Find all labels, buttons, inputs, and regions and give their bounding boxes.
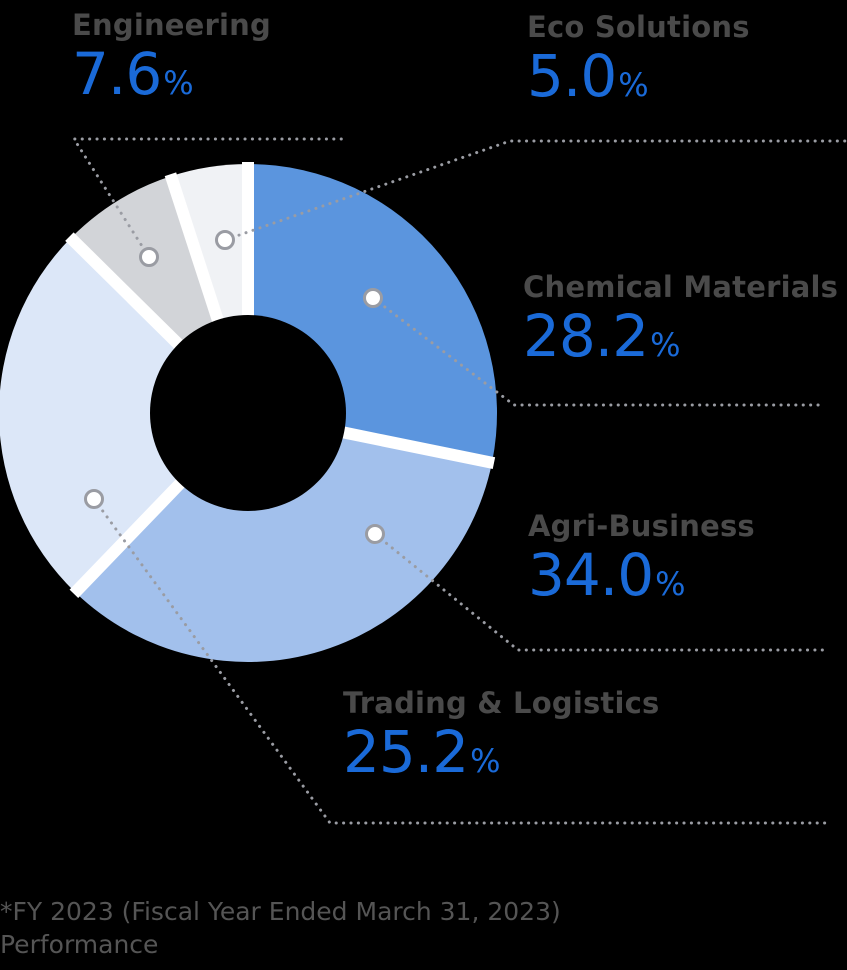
slice-agri-business [75,413,492,662]
leader-line-trading-logistics [92,497,830,825]
leader-line-agri-business [373,532,827,652]
label-engineering: Engineering 7.6% [72,8,271,115]
label-chemical-materials: Chemical Materials 28.2% [523,270,838,377]
slice-trading-logistics [0,238,248,593]
leader-line-engineering [71,137,344,259]
marker-trading-logistics [84,489,104,509]
footnote: *FY 2023 (Fiscal Year Ended March 31, 20… [0,895,720,961]
slice-separator [65,232,184,350]
segment-value: 5.0% [527,42,649,110]
slice-separator [340,426,496,470]
segment-value: 34.0% [528,541,686,609]
marker-agri-business [365,524,385,544]
segment-name: Eco Solutions [527,10,750,44]
segment-name: Trading & Logistics [343,686,660,720]
leader-line-eco-solutions [223,139,847,242]
label-agri-business: Agri-Business 34.0% [528,509,755,616]
label-trading-logistics: Trading & Logistics 25.2% [343,686,659,793]
segment-name: Chemical Materials [523,270,839,304]
slice-separator [164,172,225,324]
slice-separators [65,162,496,598]
donut-hole [150,315,346,511]
marker-eco-solutions [215,230,235,250]
leader-line-chemical-materials [371,296,827,407]
leader-lines [71,137,847,825]
segment-value: 28.2% [523,302,681,370]
footnote-line-1: *FY 2023 (Fiscal Year Ended March 31, 20… [0,897,561,926]
segment-value: 25.2% [343,718,501,786]
segment-name: Agri-Business [528,509,755,543]
segment-value: 7.6% [72,40,194,108]
slice-separator [69,477,186,598]
footnote-line-2: Performance [0,930,159,959]
marker-engineering [139,247,159,267]
marker-dots [84,230,385,544]
marker-chemical-materials [363,288,383,308]
segment-name: Engineering [72,8,271,42]
label-eco-solutions: Eco Solutions 5.0% [527,10,750,117]
